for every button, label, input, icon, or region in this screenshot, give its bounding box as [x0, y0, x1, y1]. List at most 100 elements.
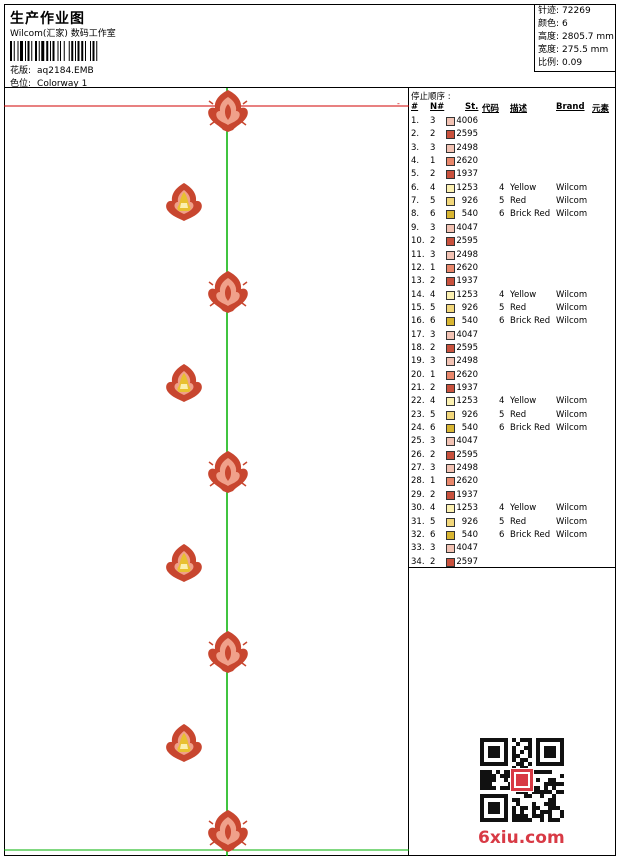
pattern-value: aq2184.EMB — [37, 66, 94, 76]
needle-number: 2 — [430, 169, 436, 180]
color-swatch — [446, 210, 455, 220]
needle-number: 3 — [430, 543, 436, 554]
stop-number: 33. — [411, 543, 425, 554]
needle-number: 3 — [430, 222, 436, 233]
sequence-row: 31. 5 926 5 Red Wilcom — [409, 516, 616, 529]
sequence-row: 26. 2 2595 — [409, 449, 616, 462]
stats-box: 针迹: 72269 颜色: 6 高度: 2805.7 mm 宽度: 275.5 mm 比… — [534, 4, 616, 72]
stitch-count: 2498 — [456, 356, 478, 367]
col-needle: N# — [430, 102, 445, 112]
needle-number: 3 — [430, 142, 436, 153]
stitches-label: 针迹: — [538, 6, 560, 16]
stitch-count: 1253 — [456, 289, 478, 300]
stop-number: 9. — [411, 222, 420, 233]
needle-number: 1 — [430, 476, 436, 487]
needle-number: 2 — [430, 556, 436, 567]
color-swatch — [446, 237, 455, 247]
stop-number: 15. — [411, 302, 425, 313]
color-swatch — [446, 223, 455, 233]
width-row: 宽度: 275.5 mm — [538, 44, 616, 57]
thread-description: Brick Red — [510, 529, 551, 540]
scale-label: 比例: — [538, 58, 560, 68]
thread-code: 6 — [499, 423, 505, 434]
sequence-header-row: # N# St. 代码 描述 Brand 元素 — [409, 102, 616, 114]
stop-sequence-panel: 停止顺序 : # N# St. 代码 描述 Brand 元素 1. 3 4006 2.… — [409, 88, 616, 568]
needle-number: 3 — [430, 356, 436, 367]
stop-number: 34. — [411, 556, 425, 567]
color-swatch — [446, 317, 455, 327]
thread-description: Yellow — [510, 503, 537, 514]
stop-number: 19. — [411, 356, 425, 367]
colors-row: 颜色: 6 — [538, 18, 616, 31]
needle-number: 5 — [430, 196, 436, 207]
sequence-row: 3. 3 2498 — [409, 142, 616, 155]
stop-number: 11. — [411, 249, 425, 260]
thread-code: 6 — [499, 209, 505, 220]
stitch-count: 2595 — [456, 236, 478, 247]
color-swatch — [446, 464, 455, 474]
stitch-count: 2595 — [456, 449, 478, 460]
motif-center — [207, 89, 249, 133]
needle-number: 3 — [430, 249, 436, 260]
sequence-row: 28. 1 2620 — [409, 475, 616, 488]
stitch-count: 1253 — [456, 182, 478, 193]
color-swatch — [446, 263, 455, 273]
color-swatch — [446, 303, 455, 313]
stitch-count: 2620 — [456, 369, 478, 380]
guide-tick-mark: - — [397, 99, 400, 108]
color-swatch — [446, 504, 455, 514]
col-description: 描述 — [510, 104, 528, 114]
stop-number: 20. — [411, 369, 425, 380]
needle-number: 1 — [430, 156, 436, 167]
needle-number: 4 — [430, 396, 436, 407]
thread-description: Yellow — [510, 289, 537, 300]
thread-description: Brick Red — [510, 316, 551, 327]
color-swatch — [446, 410, 455, 420]
stitch-count: 926 — [461, 409, 478, 420]
stop-number: 12. — [411, 262, 425, 273]
needle-number: 6 — [430, 209, 436, 220]
sequence-row: 1. 3 4006 — [409, 115, 616, 128]
color-swatch — [446, 250, 455, 260]
thread-description: Brick Red — [510, 209, 551, 220]
stitch-count: 540 — [461, 529, 478, 540]
stitch-count: 1937 — [456, 276, 478, 287]
scale-value: 0.09 — [562, 58, 583, 68]
stitch-count: 4047 — [456, 329, 478, 340]
stop-number: 7. — [411, 196, 420, 207]
sequence-row: 33. 3 4047 — [409, 542, 616, 555]
thread-description: Red — [510, 409, 527, 420]
stop-number: 18. — [411, 342, 425, 353]
stitch-count: 2498 — [456, 463, 478, 474]
pattern-label: 花版: — [10, 66, 32, 76]
sequence-row: 9. 3 4047 — [409, 222, 616, 235]
motif-center — [207, 809, 249, 853]
sequence-row: 24. 6 540 6 Brick Red Wilcom — [409, 422, 616, 435]
thread-code: 4 — [499, 182, 505, 193]
color-swatch — [446, 490, 455, 500]
thread-code: 5 — [499, 409, 505, 420]
color-swatch — [446, 557, 455, 567]
col-element: 元素 — [592, 104, 610, 114]
motif-center — [207, 630, 249, 674]
width-label: 宽度: — [538, 45, 560, 55]
color-swatch — [446, 117, 455, 126]
sequence-row: 7. 5 926 5 Red Wilcom — [409, 195, 616, 208]
color-swatch — [446, 183, 455, 193]
color-swatch — [446, 437, 455, 447]
motif-side — [166, 183, 202, 221]
stop-number: 22. — [411, 396, 425, 407]
needle-number: 6 — [430, 529, 436, 540]
thread-description: Red — [510, 196, 527, 207]
stop-number: 10. — [411, 236, 425, 247]
height-row: 高度: 2805.7 mm — [538, 31, 616, 44]
sequence-row: 4. 1 2620 — [409, 155, 616, 168]
sequence-row: 2. 2 2595 — [409, 128, 616, 141]
thread-brand: Wilcom — [556, 209, 588, 220]
sequence-row: 34. 2 2597 — [409, 556, 616, 569]
thread-code: 4 — [499, 289, 505, 300]
sequence-row: 13. 2 1937 — [409, 275, 616, 288]
sequence-row: 30. 4 1253 4 Yellow Wilcom — [409, 502, 616, 515]
stitch-count: 4006 — [456, 116, 478, 126]
thread-brand: Wilcom — [556, 396, 588, 407]
